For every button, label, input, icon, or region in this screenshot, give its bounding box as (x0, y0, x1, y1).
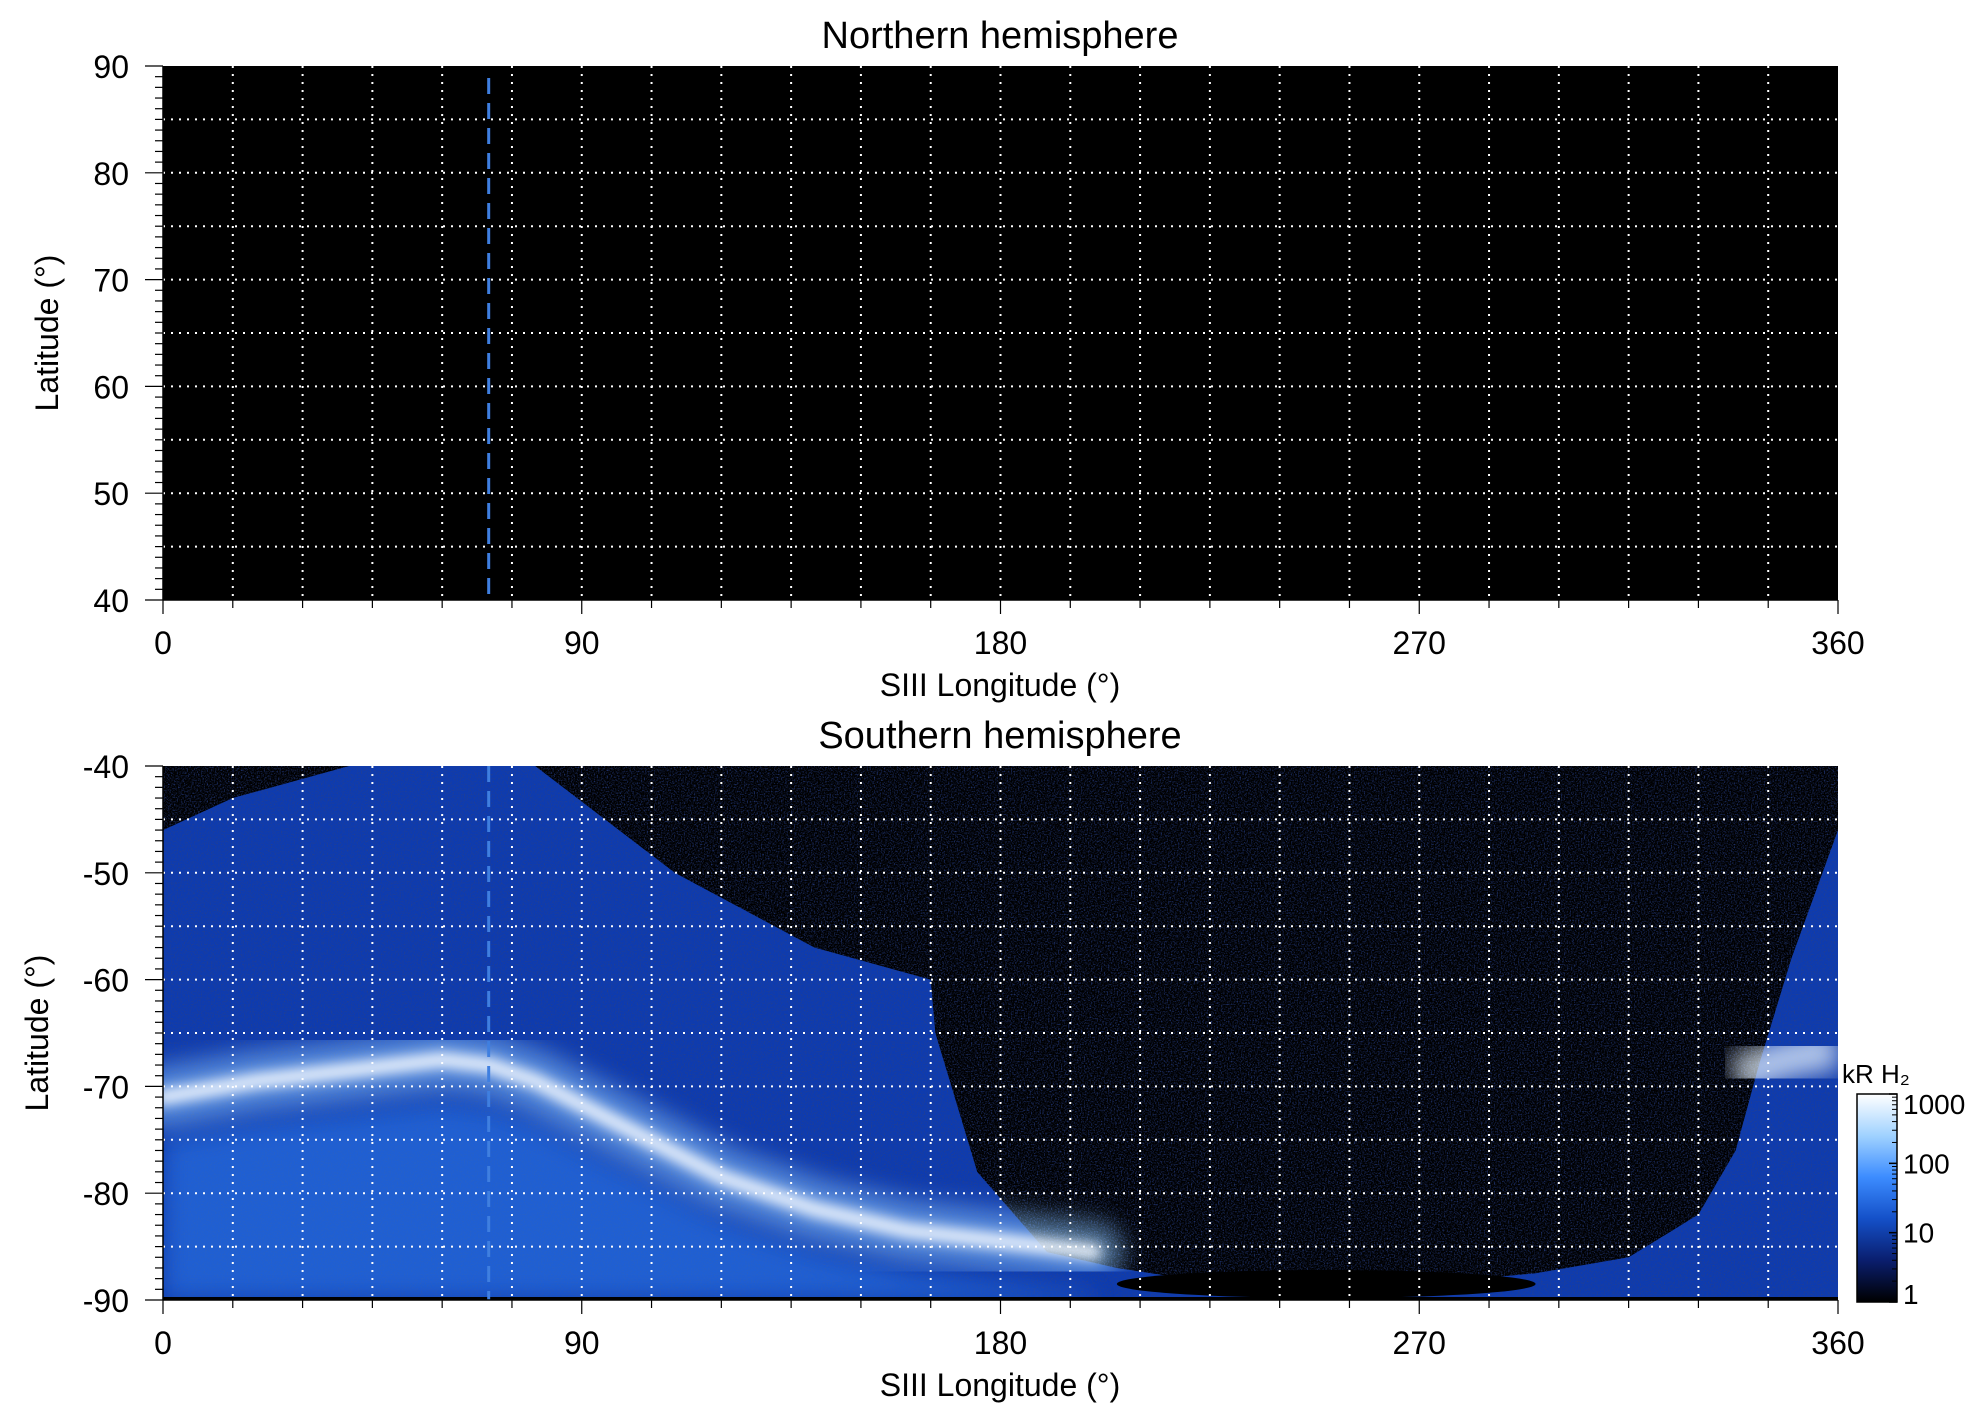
y-tick-label: 40 (93, 583, 129, 619)
y-tick-label: 90 (93, 49, 129, 85)
colorbar-label: kR H₂ (1842, 1059, 1910, 1089)
y-tick-label: -40 (83, 749, 129, 785)
south-main-oval (163, 1051, 1102, 1260)
north-y-axis-label: Latitude (°) (29, 255, 65, 412)
y-tick-label: 60 (93, 369, 129, 405)
south-polar-cap-emission (163, 1102, 1094, 1300)
south-title: Southern hemisphere (818, 715, 1181, 757)
colorbar-ticks: 1 10 100 1000 (1889, 1089, 1965, 1310)
x-tick-label: 180 (974, 1325, 1027, 1361)
south-bottom-strip (163, 1297, 1838, 1300)
y-tick-label: -90 (83, 1283, 129, 1319)
south-dawn-oval (1729, 1029, 1838, 1095)
colorbar-tick-label: 100 (1903, 1148, 1950, 1179)
x-tick-label: 0 (154, 625, 172, 661)
north-x-axis: 0 90 180 270 360 (154, 599, 1865, 661)
y-tick-label: 70 (93, 263, 129, 299)
x-tick-label: 270 (1393, 625, 1446, 661)
x-tick-label: 0 (154, 1325, 172, 1361)
south-grid (163, 766, 1838, 1300)
x-tick-label: 90 (564, 625, 600, 661)
south-panel: Southern hemisphere -40 -50 -60 -70 -80 -90 0… (19, 715, 1865, 1403)
y-tick-label: -70 (83, 1069, 129, 1105)
south-pole-gap (1116, 1269, 1536, 1298)
y-tick-label: -50 (83, 856, 129, 892)
south-x-axis-label: SIII Longitude (°) (880, 1367, 1120, 1403)
colorbar-gradient-bar (1856, 1093, 1898, 1303)
y-tick-label: -60 (83, 963, 129, 999)
x-tick-label: 90 (564, 1325, 600, 1361)
y-tick-label: -80 (83, 1176, 129, 1212)
y-tick-label: 80 (93, 156, 129, 192)
colorbar-tick-label: 1 (1903, 1279, 1919, 1310)
north-x-axis-label: SIII Longitude (°) (880, 667, 1120, 703)
north-y-axis: 40 50 60 70 80 90 (93, 49, 164, 619)
south-y-axis: -40 -50 -60 -70 -80 -90 (83, 749, 164, 1319)
colorbar-tick-label: 1000 (1903, 1089, 1965, 1120)
colorbar-tick-label: 10 (1903, 1218, 1934, 1249)
north-title: Northern hemisphere (822, 15, 1179, 57)
north-panel: Northern hemisphere 40 50 60 70 80 90 0 90 180 2… (29, 15, 1865, 703)
x-tick-label: 360 (1811, 625, 1864, 661)
y-tick-label: 50 (93, 476, 129, 512)
colorbar: kR H₂ 1 10 100 1000 (1842, 1059, 1965, 1310)
north-grid (163, 66, 1838, 600)
south-x-axis: 0 90 180 270 360 (154, 1299, 1865, 1361)
x-tick-label: 270 (1393, 1325, 1446, 1361)
south-y-axis-label: Latitude (°) (19, 955, 55, 1112)
x-tick-label: 360 (1811, 1325, 1864, 1361)
x-tick-label: 180 (974, 625, 1027, 661)
